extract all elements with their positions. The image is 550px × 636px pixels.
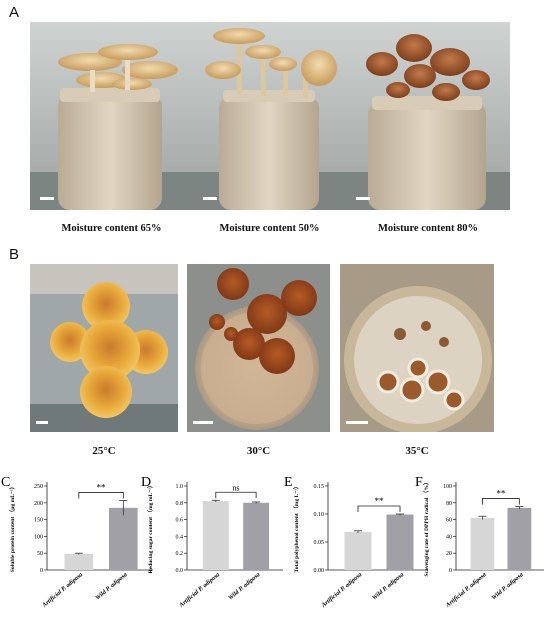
x-tick-label: Wild P. adiposa (371, 571, 405, 601)
caption-moisture-80: Moisture content 80% (377, 223, 479, 234)
significance-bracket (78, 492, 124, 499)
bar (64, 553, 94, 570)
caption-temp-35: 35°C (405, 445, 429, 457)
bar (470, 517, 495, 570)
panel-label: D (141, 475, 151, 490)
y-tick-label: 150 (34, 518, 43, 524)
panel-label-b: B (9, 246, 20, 263)
y-axis-label: Soluble protein content （μg mL⁻¹） (8, 484, 16, 573)
caption-temp-30: 30°C (246, 445, 271, 457)
y-tick-label: 0.4 (176, 534, 184, 540)
y-tick-label: 100 (34, 534, 43, 540)
bar (344, 531, 372, 570)
photo-temp-30 (187, 264, 330, 432)
panel-label-a: A (9, 4, 20, 21)
y-tick-label: 100 (443, 484, 452, 490)
y-tick-label: 40 (446, 534, 452, 540)
significance-label: ** (97, 482, 107, 492)
y-tick-label: 0.00 (314, 568, 325, 574)
significance-bracket (482, 498, 520, 505)
x-tick-label: Artificial P. adiposa (177, 571, 221, 609)
significance-label: ** (496, 489, 506, 499)
x-tick-label: Artificial P. adiposa (444, 571, 488, 609)
y-tick-label: 60 (446, 518, 452, 524)
bar (243, 502, 270, 570)
y-axis-label: Total polyphenol content （mg L⁻¹） (292, 484, 300, 573)
x-tick-label: Wild P. adiposa (490, 571, 524, 601)
photo-temp-25 (30, 264, 178, 432)
significance-label: ** (375, 496, 385, 506)
y-tick-label: 0.15 (314, 484, 325, 490)
photo-moisture-65 (30, 22, 193, 210)
x-tick-label: Wild P. adiposa (94, 571, 128, 601)
y-tick-label: 0.05 (314, 540, 325, 546)
panel-label: C (1, 475, 10, 490)
bar (109, 507, 138, 570)
y-tick-label: 250 (34, 484, 43, 490)
y-tick-label: 0.6 (176, 518, 184, 524)
y-tick-label: 0 (449, 568, 452, 574)
photo-temp-35 (340, 264, 494, 432)
y-axis-label: Scavenging rate of DPPH radical （%） (422, 479, 430, 576)
scale-bar (356, 197, 370, 200)
bar (507, 507, 532, 570)
x-tick-label: Artificial P. adiposa (40, 571, 84, 609)
y-tick-label: 0 (40, 568, 43, 574)
y-tick-label: 200 (34, 501, 43, 507)
y-tick-label: 0.0 (176, 568, 184, 574)
significance-bracket (215, 491, 257, 499)
photo-moisture-50 (193, 22, 346, 210)
scale-bar (346, 421, 368, 424)
bar (202, 501, 229, 570)
scale-bar (40, 197, 54, 200)
significance-label: ns (232, 483, 239, 492)
photo-moisture-80 (346, 22, 510, 210)
x-tick-label: Artificial P. adiposa (320, 571, 364, 609)
scale-bar (193, 421, 213, 424)
x-tick-label: Wild P. adiposa (227, 571, 261, 601)
y-tick-label: 0.2 (176, 551, 184, 557)
scale-bar (36, 421, 48, 424)
y-tick-label: 20 (446, 551, 452, 557)
y-tick-label: 80 (446, 501, 452, 507)
caption-moisture-50: Moisture content 50% (219, 223, 320, 234)
panel-label: F (415, 475, 423, 490)
y-tick-label: 1.0 (176, 484, 184, 490)
scale-bar (203, 197, 217, 200)
bar (386, 514, 414, 570)
panel-label: E (284, 475, 293, 490)
y-tick-label: 0.8 (176, 501, 184, 507)
caption-temp-25: 25°C (92, 445, 116, 457)
y-tick-label: 50 (37, 551, 43, 557)
y-axis-label: Reducing sugar content （mg mL⁻¹） (146, 483, 154, 574)
y-tick-label: 0.10 (314, 512, 325, 518)
significance-bracket (357, 505, 401, 512)
caption-moisture-65: Moisture content 65% (61, 223, 162, 234)
